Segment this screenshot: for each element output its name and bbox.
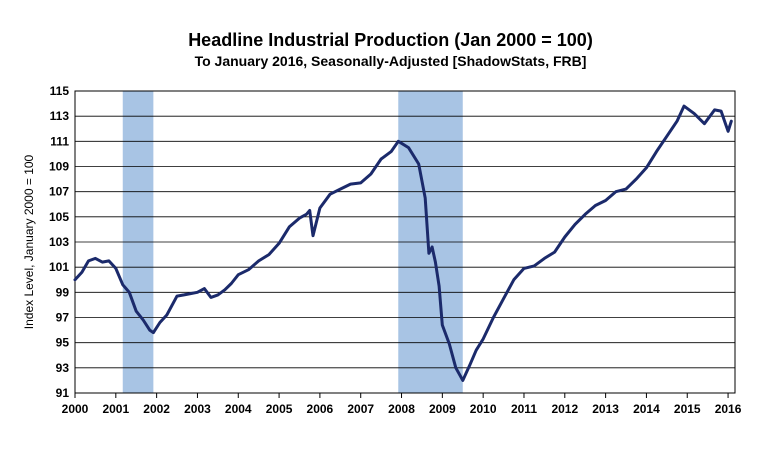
y-tick-109: 109: [49, 160, 69, 174]
y-tick-115: 115: [50, 84, 70, 98]
y-tick-99: 99: [56, 285, 70, 299]
y-tick-103: 103: [49, 235, 69, 249]
x-tick-2007: 2007: [347, 402, 374, 416]
x-tick-2002: 2002: [143, 402, 170, 416]
x-tick-2014: 2014: [633, 402, 660, 416]
y-tick-97: 97: [56, 311, 70, 325]
x-tick-2013: 2013: [592, 402, 619, 416]
x-tick-2001: 2001: [102, 402, 129, 416]
y-axis-label: Index Level, January 2000 = 100: [22, 154, 36, 329]
y-tick-93: 93: [56, 361, 70, 375]
y-tick-105: 105: [49, 210, 69, 224]
chart-subtitle: To January 2016, Seasonally-Adjusted [Sh…: [194, 53, 587, 69]
x-tick-2015: 2015: [674, 402, 701, 416]
y-tick-107: 107: [49, 185, 69, 199]
plot-area-frame: [74, 90, 736, 394]
x-tick-2009: 2009: [429, 402, 456, 416]
x-tick-2000: 2000: [62, 402, 89, 416]
x-tick-2016: 2016: [715, 402, 742, 416]
x-tick-2006: 2006: [307, 402, 334, 416]
chart-title: Headline Industrial Production (Jan 2000…: [188, 30, 593, 50]
x-tick-2010: 2010: [470, 402, 497, 416]
y-tick-labels: 91 93 95 97 99 101 103 105 107 109 111 113 115: [49, 84, 69, 400]
y-tick-91: 91: [56, 386, 70, 400]
y-tick-101: 101: [49, 260, 69, 274]
series-line-layer: [73, 104, 733, 382]
x-tick-2003: 2003: [184, 402, 211, 416]
x-tick-labels: 2000 2001 2002 2003 2004 2005 2006 2007 2008 2009…: [62, 393, 742, 416]
y-tick-111: 111: [50, 134, 69, 148]
y-tick-113: 113: [50, 109, 70, 123]
series-line-1: [73, 104, 733, 382]
y-tick-95: 95: [56, 336, 70, 350]
x-tick-2012: 2012: [551, 402, 578, 416]
x-tick-2005: 2005: [266, 402, 293, 416]
x-tick-2008: 2008: [388, 402, 415, 416]
x-tick-2004: 2004: [225, 402, 252, 416]
x-tick-2011: 2011: [511, 402, 537, 416]
